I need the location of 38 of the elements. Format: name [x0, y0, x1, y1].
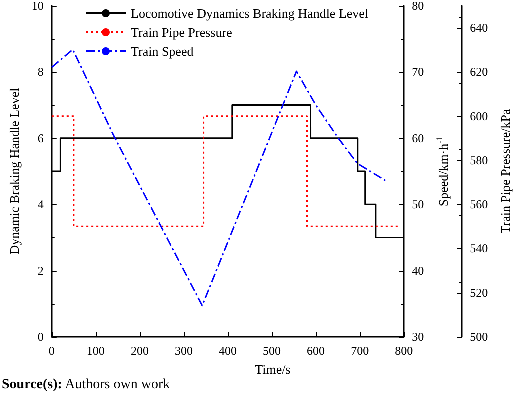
y-tick-label: 6 — [38, 131, 44, 146]
y2-tick-label: 60 — [412, 131, 424, 146]
x-tick-label: 500 — [263, 344, 282, 358]
legend-label: Train Speed — [131, 44, 194, 59]
y3-tick-label: 640 — [470, 21, 488, 36]
y-tick-label: 2 — [38, 264, 44, 278]
x-axis-title: Time/s — [255, 362, 291, 377]
y-tick-label: 8 — [38, 65, 44, 80]
x-tick-label: 300 — [174, 344, 193, 358]
x-tick-label: 200 — [130, 344, 149, 358]
y2-tick-label: 80 — [412, 0, 424, 13]
y-tick-label: 10 — [32, 0, 44, 13]
y3-tick-label: 520 — [470, 286, 488, 300]
y2-tick-label: 30 — [412, 330, 424, 344]
x-tick-label: 0 — [48, 344, 55, 358]
y2-tick-label: 50 — [412, 198, 424, 212]
y2-axis-title: Speed/km·h-1 — [434, 136, 451, 207]
y3-tick-label: 540 — [470, 242, 488, 256]
x-tick-label: 400 — [219, 344, 237, 358]
y3-tick-label: 500 — [470, 330, 488, 344]
x-tick-label: 600 — [307, 344, 326, 358]
y3-tick-label: 560 — [470, 198, 488, 212]
x-tick-label: 100 — [86, 344, 105, 358]
y2-tick-label: 40 — [412, 264, 424, 278]
legend-label: Locomotive Dynamics Braking Handle Level — [131, 6, 369, 21]
x-tick-label: 800 — [395, 344, 414, 358]
source-note: Source(s): Authors own work — [2, 378, 170, 392]
y3-tick-label: 600 — [470, 109, 488, 124]
y3-tick-label: 620 — [470, 65, 488, 80]
y-axis-title: Dynamic Braking Handle Level — [7, 88, 22, 255]
line-series — [51, 48, 386, 307]
legend-label: Train Pipe Pressure — [131, 25, 233, 40]
y-tick-label: 0 — [38, 330, 44, 344]
y3-tick-label: 580 — [470, 153, 488, 168]
x-tick-label: 700 — [351, 344, 370, 358]
y2-tick-label: 70 — [412, 65, 424, 80]
y3-axis-title: Train Pipe Pressure/kPa — [498, 109, 513, 234]
y-tick-label: 4 — [38, 198, 44, 212]
